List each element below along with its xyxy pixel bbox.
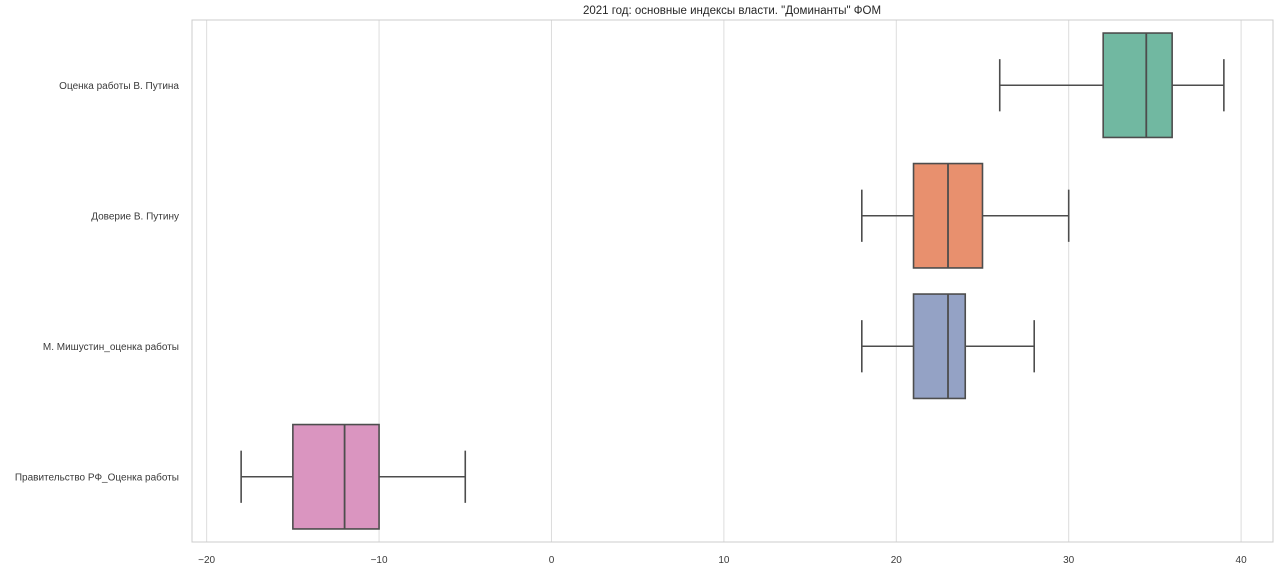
y-category-label: Правительство РФ_Оценка работы bbox=[15, 471, 179, 483]
x-tick-label: 20 bbox=[891, 555, 903, 566]
plot-area: −20 −10 0 10 20 30 40 Оценка работы В. Путина До… bbox=[15, 19, 1274, 566]
y-category-label: Оценка работы В. Путина bbox=[59, 80, 179, 92]
y-category-label: Доверие В. Путину bbox=[91, 211, 179, 222]
box-group bbox=[861, 293, 1036, 400]
box-group bbox=[861, 162, 1070, 269]
x-tick-label: −20 bbox=[198, 555, 215, 566]
box bbox=[292, 423, 380, 530]
x-tick-label: 10 bbox=[718, 555, 730, 566]
y-category-label: М. Мишустин_оценка работы bbox=[43, 341, 179, 353]
x-tick-label: 40 bbox=[1236, 555, 1248, 566]
x-tick-label: −10 bbox=[371, 555, 388, 566]
box-group bbox=[240, 423, 467, 530]
x-tick-label: 0 bbox=[549, 555, 555, 566]
plot-frame bbox=[191, 19, 1274, 543]
box-group bbox=[998, 32, 1225, 139]
x-tick-label: 30 bbox=[1063, 555, 1075, 566]
box bbox=[912, 293, 967, 400]
chart-title: 2021 год: основные индексы власти. "Доми… bbox=[583, 5, 881, 17]
box bbox=[1102, 32, 1173, 139]
